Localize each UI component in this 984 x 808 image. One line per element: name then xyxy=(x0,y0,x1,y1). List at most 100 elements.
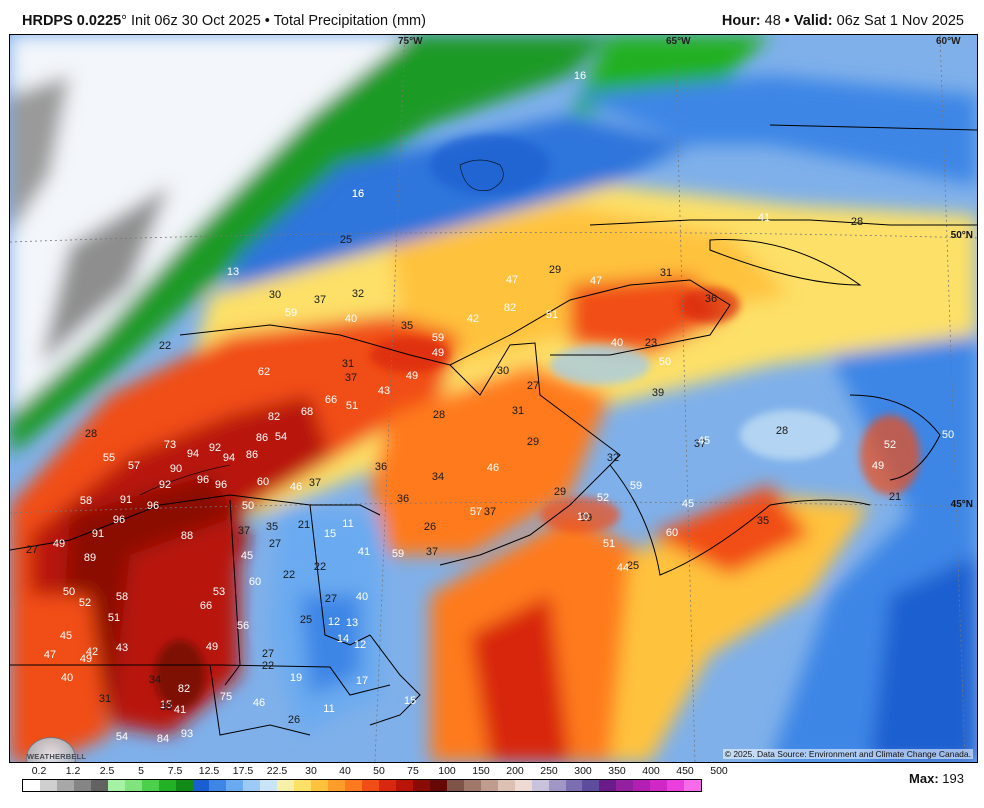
max-value-readout: Max: 193 xyxy=(909,771,964,786)
precip-value-label: 88 xyxy=(181,530,193,542)
precip-value-label: 60 xyxy=(257,476,269,488)
precip-value-label: 16 xyxy=(574,70,586,82)
lon-label-65w: 65°W xyxy=(666,36,691,47)
precip-value-label: 14 xyxy=(337,633,349,645)
bullet-separator: • xyxy=(784,13,790,29)
precip-value-label: 53 xyxy=(213,586,225,598)
precip-value-label: 22 xyxy=(314,561,326,573)
precip-value-label: 41 xyxy=(358,546,370,558)
precip-value-label: 26 xyxy=(424,521,436,533)
precip-value-label: 57 xyxy=(470,506,482,518)
precip-value-label: 10 xyxy=(577,511,589,523)
precip-value-label: 59 xyxy=(392,548,404,560)
precip-value-label: 25 xyxy=(340,234,352,246)
precip-value-label: 41 xyxy=(174,704,186,716)
precip-value-label: 49 xyxy=(80,653,92,665)
precip-value-label: 66 xyxy=(325,394,337,406)
forecast-hour: 48 xyxy=(764,13,781,29)
precip-value-label: 21 xyxy=(298,519,310,531)
precip-value-label: 60 xyxy=(249,576,261,588)
precip-value-label: 91 xyxy=(92,528,104,540)
legend-tick-label: 150 xyxy=(472,765,490,777)
precip-value-label: 15 xyxy=(324,528,336,540)
bullet-separator: • xyxy=(264,13,270,29)
precip-value-label: 43 xyxy=(378,385,390,397)
boundaries xyxy=(10,124,977,736)
precip-value-label: 37 xyxy=(426,546,438,558)
legend-swatch xyxy=(497,780,515,791)
precip-value-label: 62 xyxy=(258,366,270,378)
legend-swatch xyxy=(531,780,549,791)
precip-value-label: 51 xyxy=(108,612,120,624)
precip-value-label: 11 xyxy=(323,703,334,715)
precip-value-label: 59 xyxy=(630,480,642,492)
legend-swatch xyxy=(565,780,583,791)
precip-value-label: 41 xyxy=(758,212,770,224)
legend-swatch xyxy=(90,780,108,791)
legend-tick-label: 30 xyxy=(305,765,317,777)
precip-value-label: 28 xyxy=(85,428,97,440)
legend-swatch xyxy=(175,780,193,791)
precip-value-label: 92 xyxy=(209,442,221,454)
legend-swatch xyxy=(616,780,634,791)
legend-tick-label: 12.5 xyxy=(198,765,220,777)
legend-swatch xyxy=(463,780,481,791)
legend-colorbar xyxy=(22,779,702,792)
legend-swatch xyxy=(141,780,159,791)
header-left: HRDPS 0.0225° Init 06z 30 Oct 2025 • Tot… xyxy=(22,10,426,32)
precip-value-label: 50 xyxy=(63,586,75,598)
precip-value-label: 27 xyxy=(527,380,539,392)
precip-value-label: 29 xyxy=(527,436,539,448)
legend-tick-label: 350 xyxy=(608,765,626,777)
init-time: Init 06z 30 Oct 2025 xyxy=(130,13,261,29)
precip-value-label: 46 xyxy=(253,697,265,709)
precip-value-label: 25 xyxy=(300,614,312,626)
lon-label-60w: 60°W xyxy=(936,36,961,47)
legend-tick-label: 450 xyxy=(676,765,694,777)
legend-swatch xyxy=(294,780,312,791)
legend-swatch xyxy=(260,780,278,791)
legend-swatch xyxy=(124,780,142,791)
precip-value-label: 32 xyxy=(352,288,364,300)
precip-value-label: 27 xyxy=(262,648,274,660)
precip-value-label: 34 xyxy=(432,471,444,483)
legend-tick-label: 100 xyxy=(438,765,456,777)
precip-value-label: 89 xyxy=(84,552,96,564)
lat-label-45n: 45°N xyxy=(950,499,973,510)
precip-value-label: 96 xyxy=(215,479,227,491)
legend-swatch xyxy=(277,780,295,791)
legend-swatch xyxy=(633,780,651,791)
precip-value-label: 96 xyxy=(147,500,159,512)
valid-label: Valid: xyxy=(793,13,833,29)
legend-swatch xyxy=(480,780,498,791)
precip-value-label: 37 xyxy=(345,372,357,384)
legend-tick-label: 75 xyxy=(407,765,419,777)
legend-swatch xyxy=(514,780,532,791)
precip-value-label: 82 xyxy=(504,302,516,314)
precipitation-map[interactable]: 16 16 13 16 25 30 37 32 59 40 35 59 49 22 31 37 62 49 43 66… xyxy=(9,34,978,763)
copyright-notice: © 2025. Data Source: Environment and Cli… xyxy=(722,749,973,759)
legend-swatch xyxy=(192,780,210,791)
precip-value-label: 45 xyxy=(241,550,253,562)
legend-swatch xyxy=(667,780,685,791)
legend-swatch xyxy=(548,780,566,791)
precip-value-label: 29 xyxy=(554,486,566,498)
legend-swatch xyxy=(412,780,430,791)
precip-value-label: 31 xyxy=(512,405,524,417)
precip-value-label: 45 xyxy=(698,435,710,447)
legend-tick-label: 22.5 xyxy=(266,765,288,777)
precip-value-label: 66 xyxy=(200,600,212,612)
legend-tick-label: 17.5 xyxy=(232,765,254,777)
precip-value-label: 40 xyxy=(61,672,73,684)
precip-value-label: 54 xyxy=(275,431,287,443)
legend-tick-label: 0.2 xyxy=(31,765,47,777)
precip-value-label: 17 xyxy=(356,675,368,687)
precip-value-label: 59 xyxy=(285,307,297,319)
precip-value-label: 52 xyxy=(884,439,896,451)
precip-value-label: 52 xyxy=(79,597,91,609)
precip-value-label: 96 xyxy=(197,474,209,486)
precip-value-label: 23 xyxy=(645,337,657,349)
precip-value-label: 42 xyxy=(467,313,479,325)
precip-value-label: 93 xyxy=(181,728,193,740)
precip-value-label: 84 xyxy=(157,733,169,745)
